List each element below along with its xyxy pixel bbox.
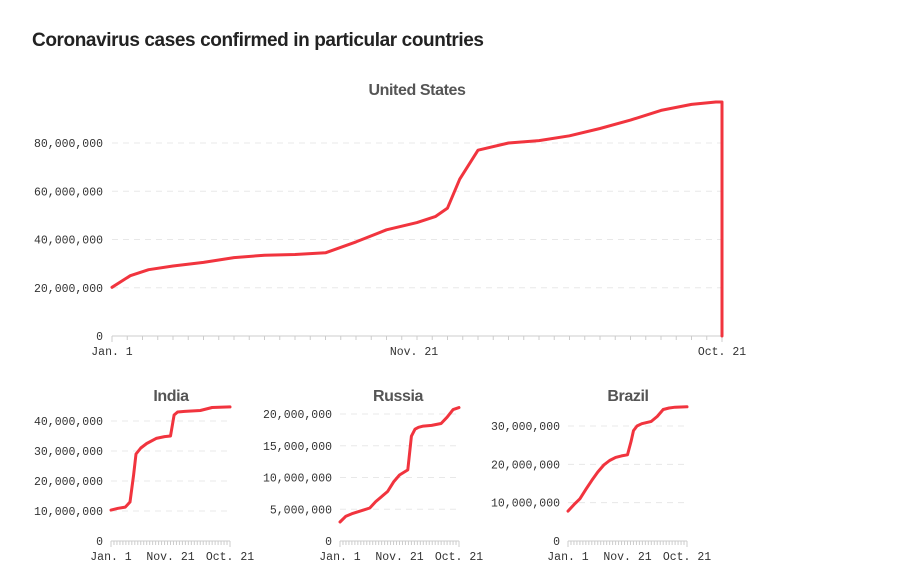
y-tick-label: 30,000,000 (34, 446, 103, 459)
chart-title: United States (368, 82, 466, 99)
y-tick-label: 60,000,000 (34, 186, 103, 199)
chart-united-states: United States 0 20,000,000 40,000,000 60,000… (34, 82, 746, 359)
y-tick-label: 5,000,000 (270, 504, 332, 517)
x-tick-label: Jan. 1 (319, 551, 361, 564)
y-tick-label: 0 (96, 536, 103, 549)
chart-russia: Russia 0 5,000,000 10,000,000 15,000,000 20,0… (263, 388, 483, 564)
x-tick-label: Jan. 1 (547, 551, 589, 564)
series-line-united-states (110, 100, 724, 338)
y-tick-label: 15,000,000 (263, 441, 332, 454)
x-tick-label: Oct. 21 (698, 346, 746, 359)
chart-title: India (153, 388, 189, 405)
x-tick-label: Jan. 1 (91, 346, 133, 359)
x-tick-label: Jan. 1 (90, 551, 132, 564)
page-title: Coronavirus cases confirmed in particula… (32, 30, 484, 51)
x-tick-label: Nov. 21 (390, 346, 438, 359)
x-tick-label: Nov. 21 (146, 551, 194, 564)
y-tick-label: 20,000,000 (491, 459, 560, 472)
x-tick-label: Oct. 21 (663, 551, 711, 564)
x-tick-label: Nov. 21 (603, 551, 651, 564)
chart-title: Brazil (607, 388, 648, 405)
y-tick-label: 40,000,000 (34, 235, 103, 248)
y-tick-label: 20,000,000 (263, 409, 332, 422)
y-tick-label: 10,000,000 (34, 506, 103, 519)
y-tick-label: 20,000,000 (34, 476, 103, 489)
y-tick-label: 20,000,000 (34, 283, 103, 296)
y-tick-label: 10,000,000 (491, 498, 560, 511)
y-tick-label: 0 (325, 536, 332, 549)
x-tick-label: Oct. 21 (435, 551, 483, 564)
chart-india: India 0 10,000,000 20,000,000 30,000,000 40,0… (34, 388, 254, 564)
y-tick-label: 10,000,000 (263, 473, 332, 486)
x-tick-label: Oct. 21 (206, 551, 254, 564)
series-line-india (109, 405, 232, 512)
series-line-brazil (566, 405, 689, 513)
series-line-russia (338, 406, 461, 524)
y-tick-label: 0 (553, 536, 560, 549)
chart-title: Russia (373, 388, 424, 405)
y-tick-label: 40,000,000 (34, 416, 103, 429)
x-tick-label: Nov. 21 (375, 551, 423, 564)
y-tick-label: 30,000,000 (491, 421, 560, 434)
y-tick-label: 0 (96, 331, 103, 344)
chart-brazil: Brazil 0 10,000,000 20,000,000 30,000,000 Jan… (491, 388, 711, 564)
y-tick-label: 80,000,000 (34, 138, 103, 151)
